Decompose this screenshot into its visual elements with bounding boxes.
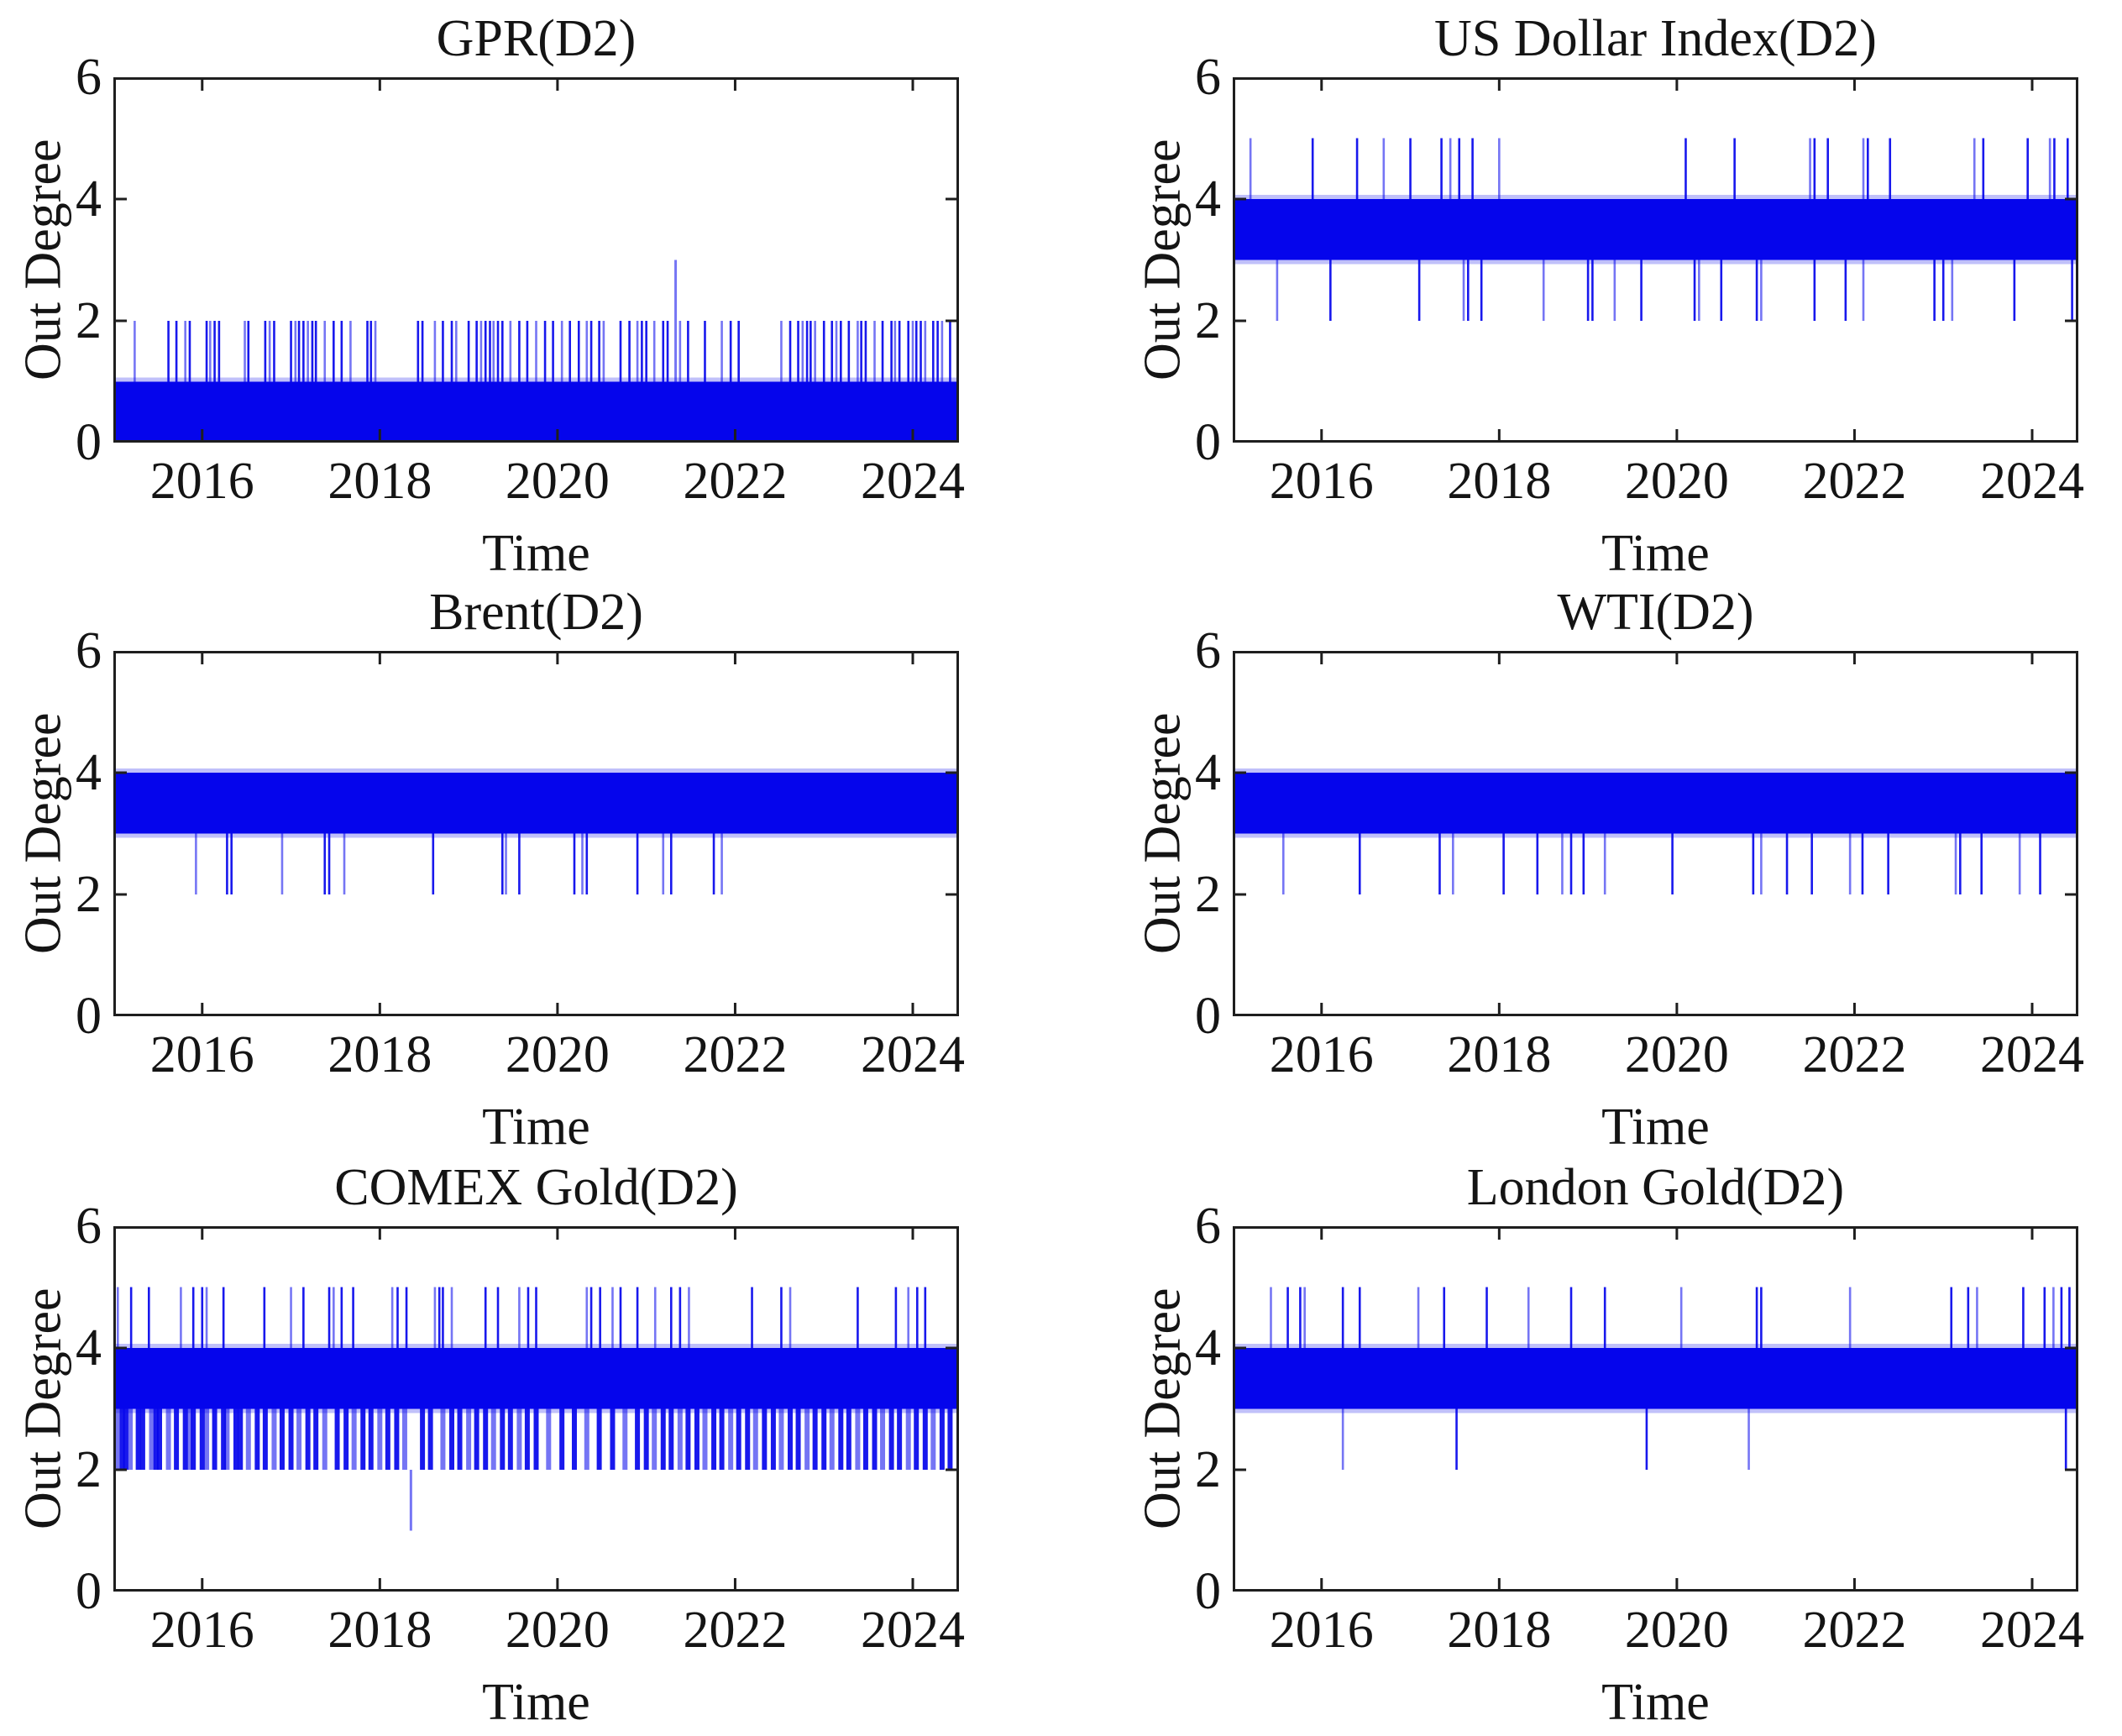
y-tick-label: 0	[1195, 988, 1221, 1045]
x-tick-label: 2016	[1269, 1602, 1374, 1659]
x-tick-label: 2022	[1802, 1026, 1907, 1083]
y-tick-label: 0	[76, 1563, 102, 1620]
plot-area	[113, 77, 959, 443]
subplot-us-dollar-index-d2: US Dollar Index(D2) Out Degree Time 0 2 4 6…	[1134, 10, 2084, 581]
x-tick-label: 2022	[683, 1602, 788, 1659]
x-tick-label: 2022	[683, 1026, 788, 1083]
x-tick-label: 2024	[860, 1602, 965, 1659]
y-tick-label: 0	[1195, 1563, 1221, 1620]
x-tick-label: 2018	[327, 1602, 432, 1659]
x-tick-label: 2020	[1624, 453, 1729, 510]
plot-area	[1233, 651, 2078, 1016]
y-tick-label: 2	[1195, 292, 1221, 349]
y-tick-label: 6	[1195, 622, 1221, 679]
y-tick-label: 4	[1195, 744, 1221, 801]
subplot-title: WTI(D2)	[1557, 584, 1754, 641]
x-tick-label: 2016	[1269, 1026, 1374, 1083]
y-tick-label: 6	[76, 1198, 102, 1255]
y-axis-label: Out Degree	[14, 712, 72, 955]
y-tick-label: 4	[76, 170, 102, 228]
x-tick-label: 2016	[149, 1026, 254, 1083]
x-tick-label: 2018	[327, 1026, 432, 1083]
x-tick-label: 2018	[1447, 1602, 1552, 1659]
subplot-title: London Gold(D2)	[1466, 1159, 1845, 1216]
x-tick-label: 2018	[327, 453, 432, 510]
subplot-title: Brent(D2)	[429, 584, 643, 641]
x-axis-label: Time	[1601, 525, 1710, 582]
x-tick-label: 2016	[149, 1602, 254, 1659]
x-tick-label: 2020	[505, 1602, 610, 1659]
y-tick-label: 4	[76, 1319, 102, 1377]
y-tick-label: 4	[1195, 170, 1221, 228]
x-tick-label: 2024	[1979, 453, 2084, 510]
y-tick-label: 2	[1195, 1441, 1221, 1498]
plot-area	[113, 651, 959, 1016]
y-tick-label: 2	[76, 1441, 102, 1498]
subplot-comex-gold-d2: COMEX Gold(D2) Out Degree Time 0 2 4 6 2016 2…	[15, 1159, 965, 1730]
x-axis-label: Time	[1601, 1099, 1710, 1156]
x-tick-label: 2024	[1979, 1026, 2084, 1083]
x-tick-label: 2018	[1447, 453, 1552, 510]
y-tick-label: 6	[76, 49, 102, 106]
plot-area	[113, 1226, 959, 1592]
x-tick-label: 2020	[1624, 1026, 1729, 1083]
y-axis-label: Out Degree	[14, 139, 72, 381]
x-tick-label: 2024	[860, 453, 965, 510]
x-tick-label: 2020	[505, 1026, 610, 1083]
y-tick-label: 6	[76, 622, 102, 679]
y-tick-label: 2	[76, 292, 102, 349]
x-axis-label: Time	[482, 525, 590, 582]
x-tick-label: 2018	[1447, 1026, 1552, 1083]
x-tick-label: 2016	[149, 453, 254, 510]
x-axis-label: Time	[1601, 1674, 1710, 1731]
y-tick-label: 2	[76, 866, 102, 923]
subplot-title: COMEX Gold(D2)	[334, 1159, 738, 1216]
subplot-title: US Dollar Index(D2)	[1434, 10, 1877, 67]
y-axis-label: Out Degree	[1134, 1288, 1192, 1530]
y-axis-label: Out Degree	[1134, 712, 1192, 955]
y-axis-label: Out Degree	[14, 1288, 72, 1530]
y-axis-label: Out Degree	[1134, 139, 1192, 381]
y-tick-label: 0	[76, 414, 102, 471]
x-axis-label: Time	[482, 1674, 590, 1731]
x-tick-label: 2022	[683, 453, 788, 510]
y-tick-label: 6	[1195, 49, 1221, 106]
y-tick-label: 0	[1195, 414, 1221, 471]
x-tick-label: 2024	[860, 1026, 965, 1083]
x-tick-label: 2022	[1802, 453, 1907, 510]
y-tick-label: 4	[1195, 1319, 1221, 1377]
subplot-brent-d2: Brent(D2) Out Degree Time 0 2 4 6 2016 2018 20…	[15, 584, 965, 1155]
subplot-wti-d2: WTI(D2) Out Degree Time 0 2 4 6 2016 2018 2020…	[1134, 584, 2084, 1155]
x-tick-label: 2020	[1624, 1602, 1729, 1659]
x-tick-label: 2020	[505, 453, 610, 510]
x-axis-label: Time	[482, 1099, 590, 1156]
subplot-london-gold-d2: London Gold(D2) Out Degree Time 0 2 4 6 2016…	[1134, 1159, 2084, 1730]
y-tick-label: 4	[76, 744, 102, 801]
x-tick-label: 2024	[1979, 1602, 2084, 1659]
y-tick-label: 2	[1195, 866, 1221, 923]
x-tick-label: 2022	[1802, 1602, 1907, 1659]
y-tick-label: 6	[1195, 1198, 1221, 1255]
subplot-title: GPR(D2)	[436, 10, 637, 67]
y-tick-label: 0	[76, 988, 102, 1045]
x-tick-label: 2016	[1269, 453, 1374, 510]
plot-area	[1233, 1226, 2078, 1592]
plot-area	[1233, 77, 2078, 443]
subplot-gpr-d2: GPR(D2) Out Degree Time 0 2 4 6 2016 2018 2020…	[15, 10, 965, 581]
